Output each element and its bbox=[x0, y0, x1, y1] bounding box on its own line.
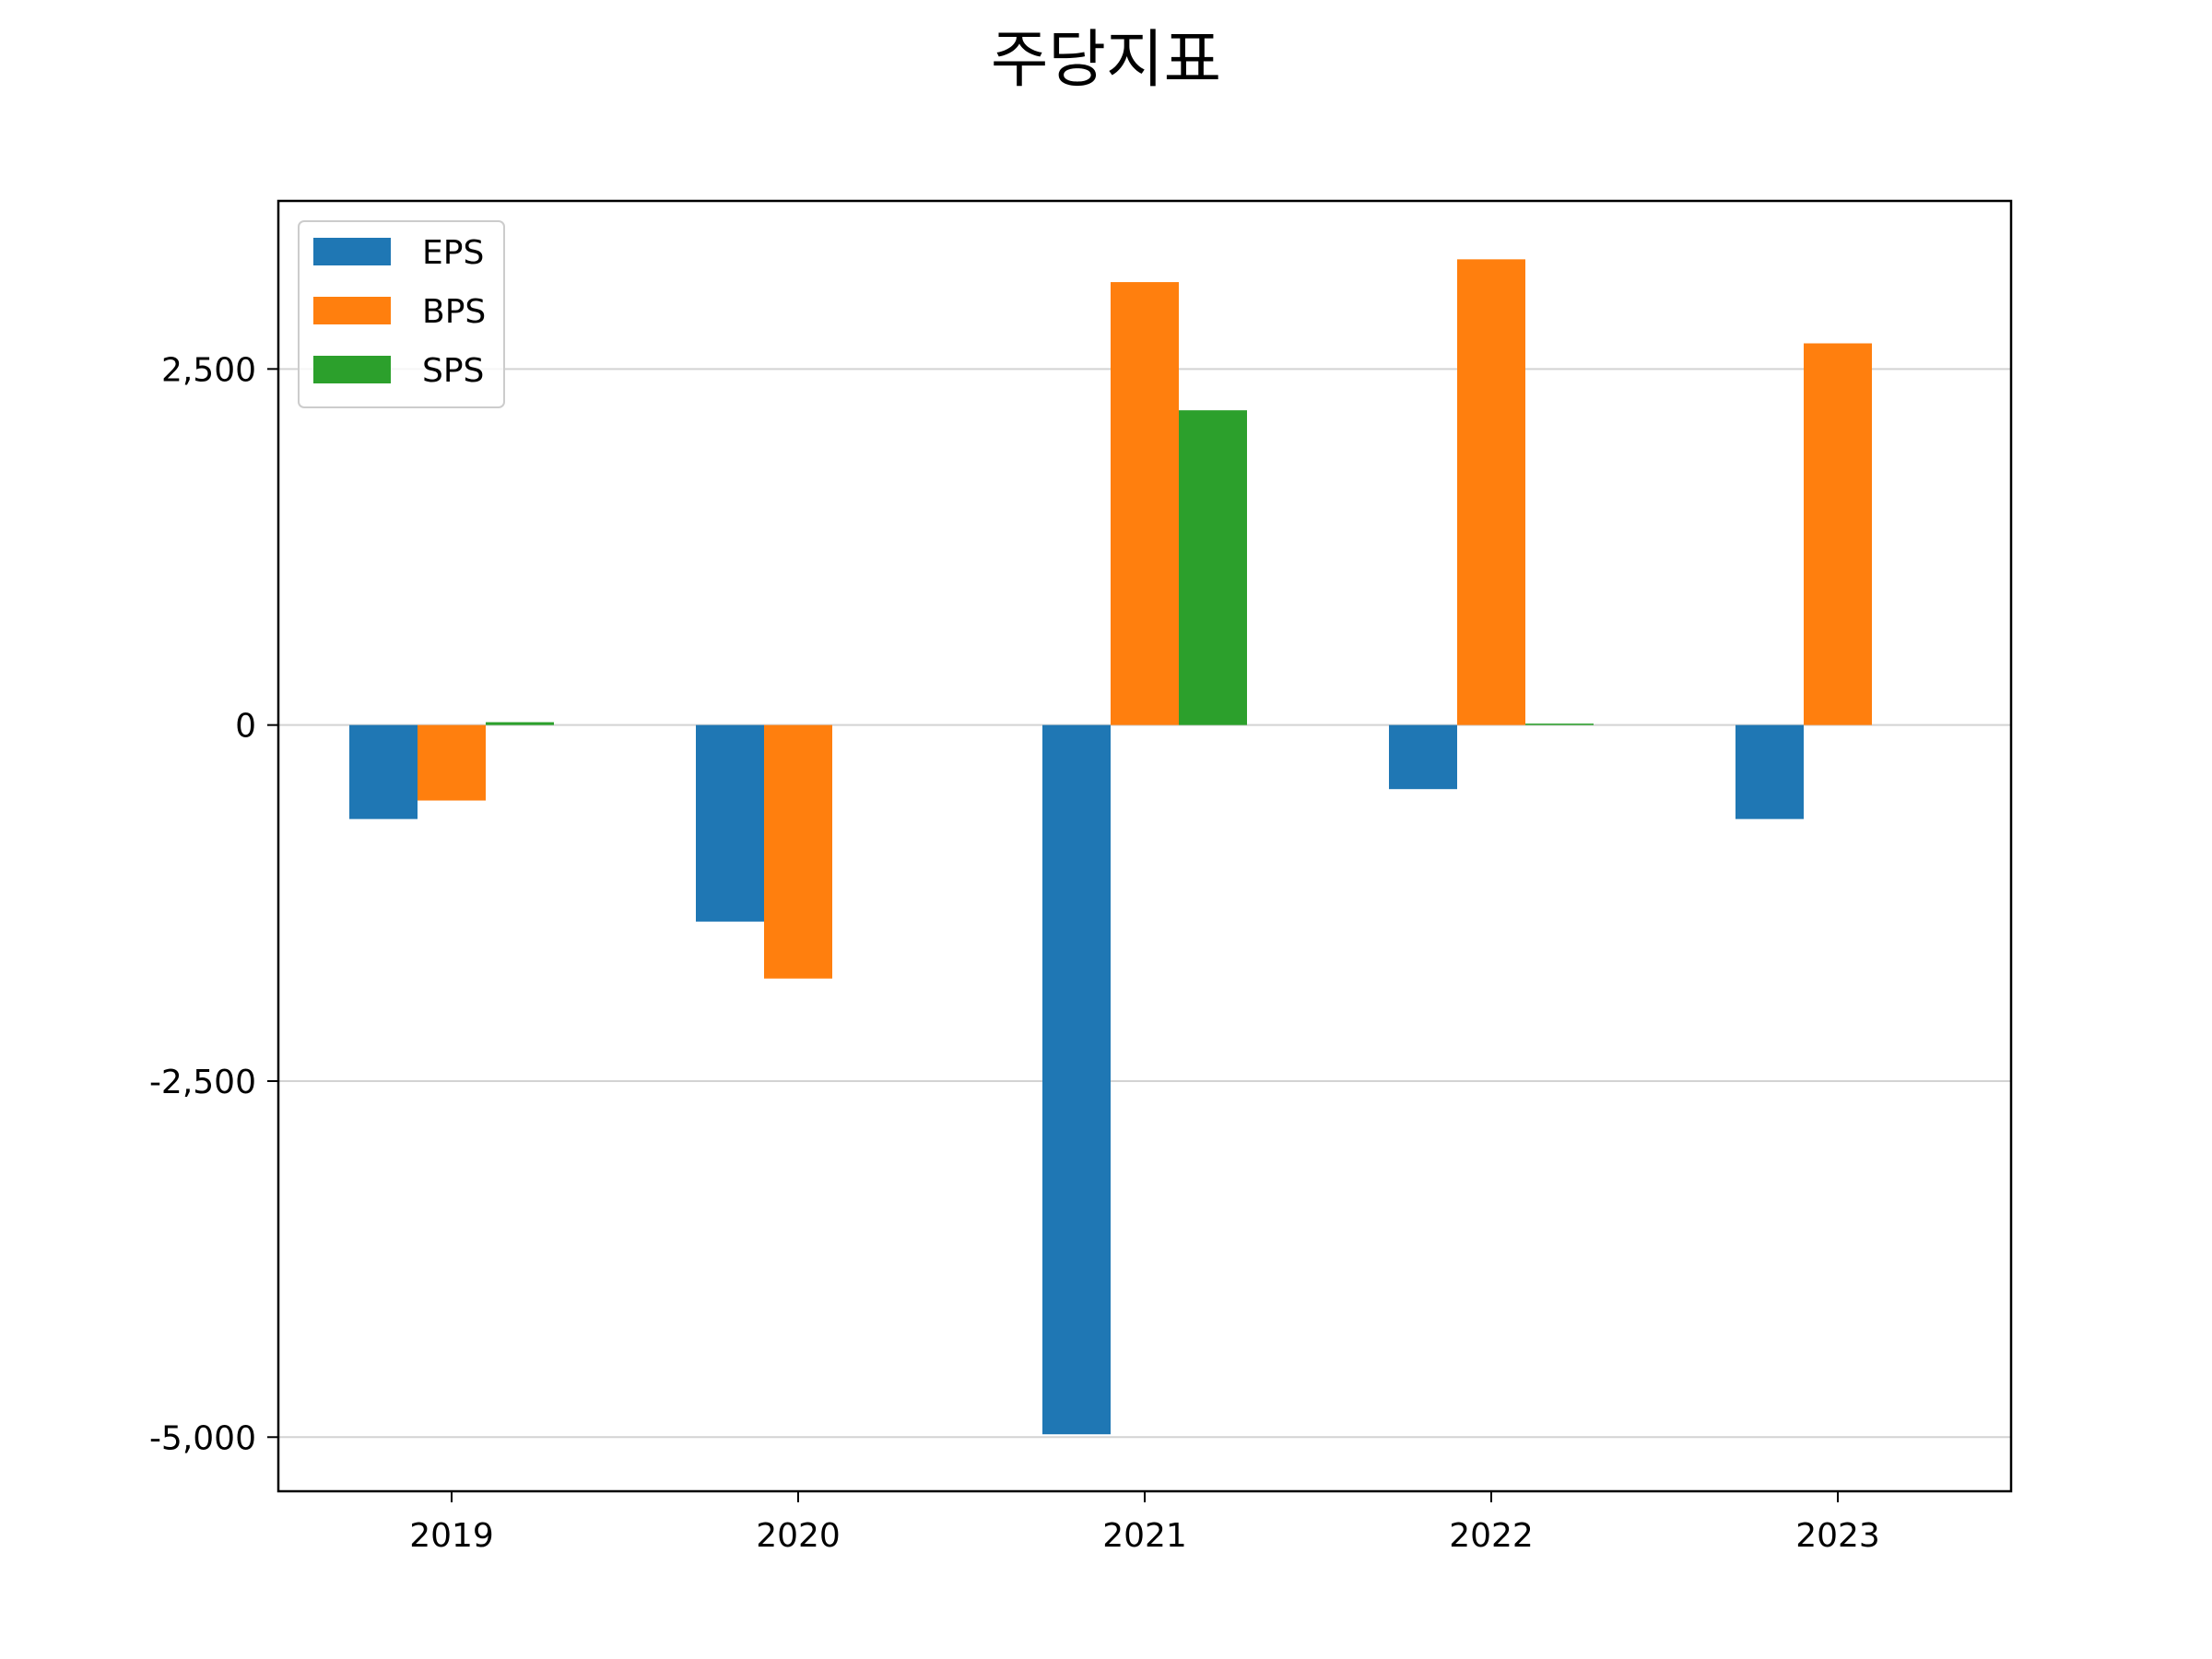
bar-bps-2020 bbox=[764, 724, 832, 979]
bar-bps-2022 bbox=[1457, 259, 1525, 725]
y-axis: -5,000 -2,500 0 2,500 bbox=[149, 351, 278, 1457]
bars bbox=[349, 259, 1872, 1435]
legend-swatch-eps bbox=[313, 238, 391, 265]
bar-eps-2023 bbox=[1735, 724, 1804, 819]
y-tick-label: 0 bbox=[235, 708, 256, 746]
legend-label-sps: SPS bbox=[422, 352, 484, 390]
x-axis: 2019 2020 2021 2022 2023 bbox=[409, 1491, 1880, 1555]
x-tick-label: 2020 bbox=[756, 1517, 841, 1555]
chart-title: 주당지표 bbox=[991, 24, 1221, 97]
bar-eps-2020 bbox=[696, 724, 764, 922]
y-tick-label: -2,500 bbox=[149, 1064, 256, 1101]
bar-sps-2019 bbox=[486, 722, 554, 725]
y-tick-label: -5,000 bbox=[149, 1419, 256, 1457]
legend-label-eps: EPS bbox=[422, 234, 484, 272]
bar-bps-2021 bbox=[1111, 282, 1179, 725]
legend-label-bps: BPS bbox=[422, 293, 486, 331]
x-tick-label: 2023 bbox=[1795, 1517, 1880, 1555]
bar-eps-2022 bbox=[1389, 724, 1457, 790]
bar-bps-2023 bbox=[1804, 343, 1872, 725]
bar-eps-2021 bbox=[1042, 724, 1111, 1435]
bar-sps-2021 bbox=[1179, 410, 1247, 725]
x-tick-label: 2021 bbox=[1102, 1517, 1187, 1555]
legend: EPS BPS SPS bbox=[298, 220, 505, 408]
bar-bps-2019 bbox=[418, 724, 486, 801]
legend-swatch-bps bbox=[313, 297, 391, 324]
bar-eps-2019 bbox=[349, 724, 418, 819]
bar-sps-2022 bbox=[1525, 724, 1594, 725]
x-tick-label: 2019 bbox=[409, 1517, 494, 1555]
legend-swatch-sps bbox=[313, 356, 391, 383]
y-tick-label: 2,500 bbox=[161, 351, 256, 389]
x-tick-label: 2022 bbox=[1449, 1517, 1534, 1555]
